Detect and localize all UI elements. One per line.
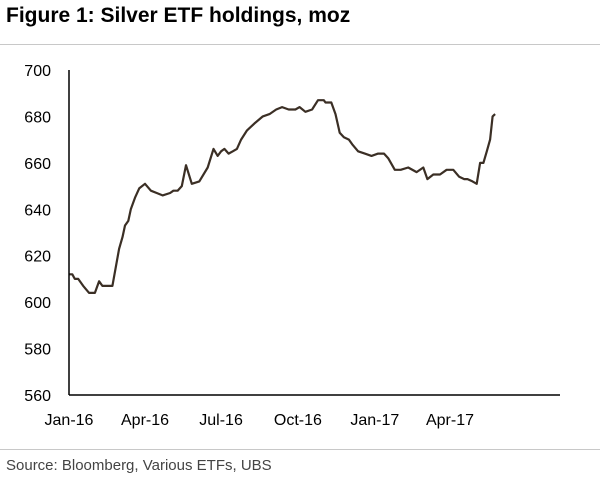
y-tick-label-560: 560: [24, 388, 51, 405]
source-note: Source: Bloomberg, Various ETFs, UBS: [6, 457, 272, 474]
chart-title: Figure 1: Silver ETF holdings, moz: [6, 4, 351, 27]
y-tick-label-700: 700: [24, 63, 51, 80]
y-tick-label-680: 680: [24, 109, 51, 126]
y-axis-ticks: 560 580 600 620 640 660 680 700: [24, 63, 51, 405]
x-axis-ticks: Jan-16 Apr-16 Jul-16 Oct-16 Jan-17 Apr-17: [45, 412, 475, 429]
bottom-divider: [0, 449, 600, 450]
line-chart: 560 580 600 620 640 660 680 700 Jan-16 Apr-16 Jul…: [24, 63, 560, 429]
x-tick-label-jul-16: Jul-16: [199, 412, 243, 429]
x-tick-label-apr-17: Apr-17: [426, 412, 474, 429]
y-tick-label-640: 640: [24, 202, 51, 219]
y-tick-label-580: 580: [24, 342, 51, 359]
x-tick-label-oct-16: Oct-16: [274, 412, 322, 429]
y-tick-label-660: 660: [24, 156, 51, 173]
x-tick-label-jan-17: Jan-17: [350, 412, 399, 429]
x-tick-label-apr-16: Apr-16: [121, 412, 169, 429]
top-divider: [0, 44, 600, 45]
series-line-silver-etf-holdings: [69, 99, 496, 294]
x-tick-label-jan-16: Jan-16: [45, 412, 94, 429]
y-tick-label-600: 600: [24, 295, 51, 312]
y-tick-label-620: 620: [24, 249, 51, 266]
